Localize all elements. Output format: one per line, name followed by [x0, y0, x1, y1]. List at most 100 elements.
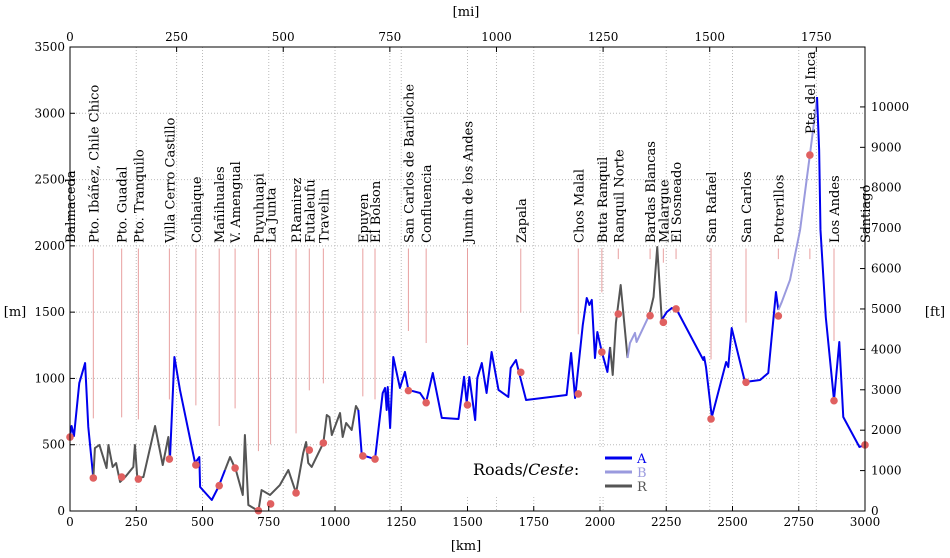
place-label: Los Andes: [828, 175, 843, 243]
place-label: El Bolson: [369, 180, 384, 243]
x-tick-label: 1500: [452, 515, 483, 529]
place-marker: [806, 151, 814, 159]
place-label: Pto. Ibáñez, Chile Chico: [87, 85, 102, 243]
legend-label-a: A: [636, 452, 647, 467]
x-tick-label: 500: [191, 515, 214, 529]
place-marker: [463, 401, 472, 409]
place-marker: [231, 464, 239, 472]
grid: [70, 47, 865, 511]
place-label: V. Amengual: [229, 161, 244, 244]
place-label: Buta Ranquil: [596, 157, 611, 243]
y2-tick-label: 6000: [871, 262, 902, 276]
legend-label-b: B: [637, 466, 647, 481]
place-label: Futaleufu: [303, 179, 318, 243]
place-marker: [165, 455, 174, 463]
y2-tick-label: 2000: [871, 423, 902, 437]
legend: Roads/Ceste: ABR: [465, 447, 660, 497]
place-marker: [830, 396, 838, 405]
place-label: San Rafael: [705, 172, 720, 243]
x-tick-label: 2500: [717, 515, 748, 529]
y-axis-label: [m]: [4, 305, 26, 320]
place-marker: [117, 473, 126, 481]
place-label: Confluencia: [420, 164, 435, 243]
place-marker: [707, 415, 715, 423]
place-label: San Carlos: [740, 171, 755, 243]
place-label: Chos Malal: [572, 169, 587, 243]
place-marker: [215, 481, 223, 490]
place-label: Travelin: [317, 188, 332, 243]
x-tick-label: 1000: [320, 515, 351, 529]
y-tick-label: 1000: [34, 371, 65, 385]
place-marker: [134, 475, 143, 483]
y2-tick-label: 9000: [871, 140, 902, 154]
legend-title: Roads/Ceste:: [473, 460, 579, 479]
y-tick-label: 1500: [34, 305, 65, 319]
y2-tick-label: 5000: [871, 302, 902, 316]
y-tick-label: 0: [57, 504, 65, 518]
place-marker: [89, 474, 98, 482]
y-tick-label: 500: [42, 438, 65, 452]
series-line-a: [69, 362, 95, 479]
place-marker: [266, 500, 275, 508]
x-tick-label: 1750: [518, 515, 549, 529]
x-tick-label: 2250: [651, 515, 682, 529]
place-marker: [646, 311, 654, 320]
x2-tick-label: 1250: [588, 30, 619, 44]
x2-axis-label: [mi]: [453, 5, 480, 20]
place-marker: [192, 461, 200, 469]
y2-tick-label: 1000: [871, 464, 902, 478]
place-marker: [672, 305, 680, 313]
series-line-a: [816, 96, 866, 448]
place-label: Zapala: [515, 198, 530, 243]
x2-tick-label: 500: [272, 30, 295, 44]
axes: 0 250 500 750 1000 1250 1500 1750 2000 2250 2500 27…: [34, 30, 909, 529]
place-marker: [598, 348, 606, 356]
place-marker: [422, 398, 430, 407]
place-marker: [516, 368, 525, 377]
x-tick-label: 2750: [783, 515, 814, 529]
series-line-r: [609, 283, 629, 376]
x2-tick-label: 250: [165, 30, 188, 44]
series-line-r: [648, 246, 663, 321]
place-label: Puyuhuapi: [252, 173, 267, 243]
series-line-r: [92, 425, 171, 483]
place-marker: [614, 310, 623, 318]
place-label: Villa Cerro Castillo: [163, 117, 178, 244]
y2-tick-label: 8000: [871, 181, 902, 195]
x-axis-label: [km]: [451, 539, 481, 554]
place-label: Epuyen: [357, 193, 372, 243]
y2-tick-label: 0: [871, 504, 879, 518]
place-label: Balmaceda: [64, 170, 79, 243]
place-label: Mañihuales: [213, 166, 228, 243]
series-line-a: [168, 355, 226, 501]
x-tick-label: 250: [125, 515, 148, 529]
x2-tick-label: 0: [66, 30, 74, 44]
place-label: Potrerillos: [772, 175, 787, 243]
y2-axis-label: [ft]: [925, 305, 945, 320]
y-tick-label: 3000: [34, 106, 65, 120]
series-line-a: [357, 296, 612, 461]
y2-tick-label: 4000: [871, 342, 902, 356]
place-label: Pto. Guadal: [116, 166, 131, 243]
place-marker: [659, 318, 668, 327]
place-label: La Junta: [265, 187, 280, 243]
y2-tick-label: 10000: [871, 100, 909, 114]
legend-title-ceste: Ceste: [528, 460, 574, 479]
series-line-r: [224, 405, 360, 512]
series-line-b: [626, 314, 651, 359]
place-label: Bardas Blancas: [644, 141, 659, 243]
x2-tick-label: 1500: [694, 30, 725, 44]
place-marker: [319, 439, 328, 447]
x-tick-label: 1250: [386, 515, 417, 529]
y-tick-label: 2500: [34, 173, 65, 187]
place-marker: [774, 312, 783, 320]
x2-tick-label: 1750: [801, 30, 832, 44]
x-tick-label: 0: [66, 515, 74, 529]
y2-tick-label: 7000: [871, 221, 902, 235]
place-marker: [574, 390, 583, 398]
place-label: Pte. del Inca: [804, 51, 819, 134]
x-tick-label: 750: [257, 515, 280, 529]
y-tick-label: 3500: [34, 40, 65, 54]
place-label: Malargue: [657, 179, 672, 243]
